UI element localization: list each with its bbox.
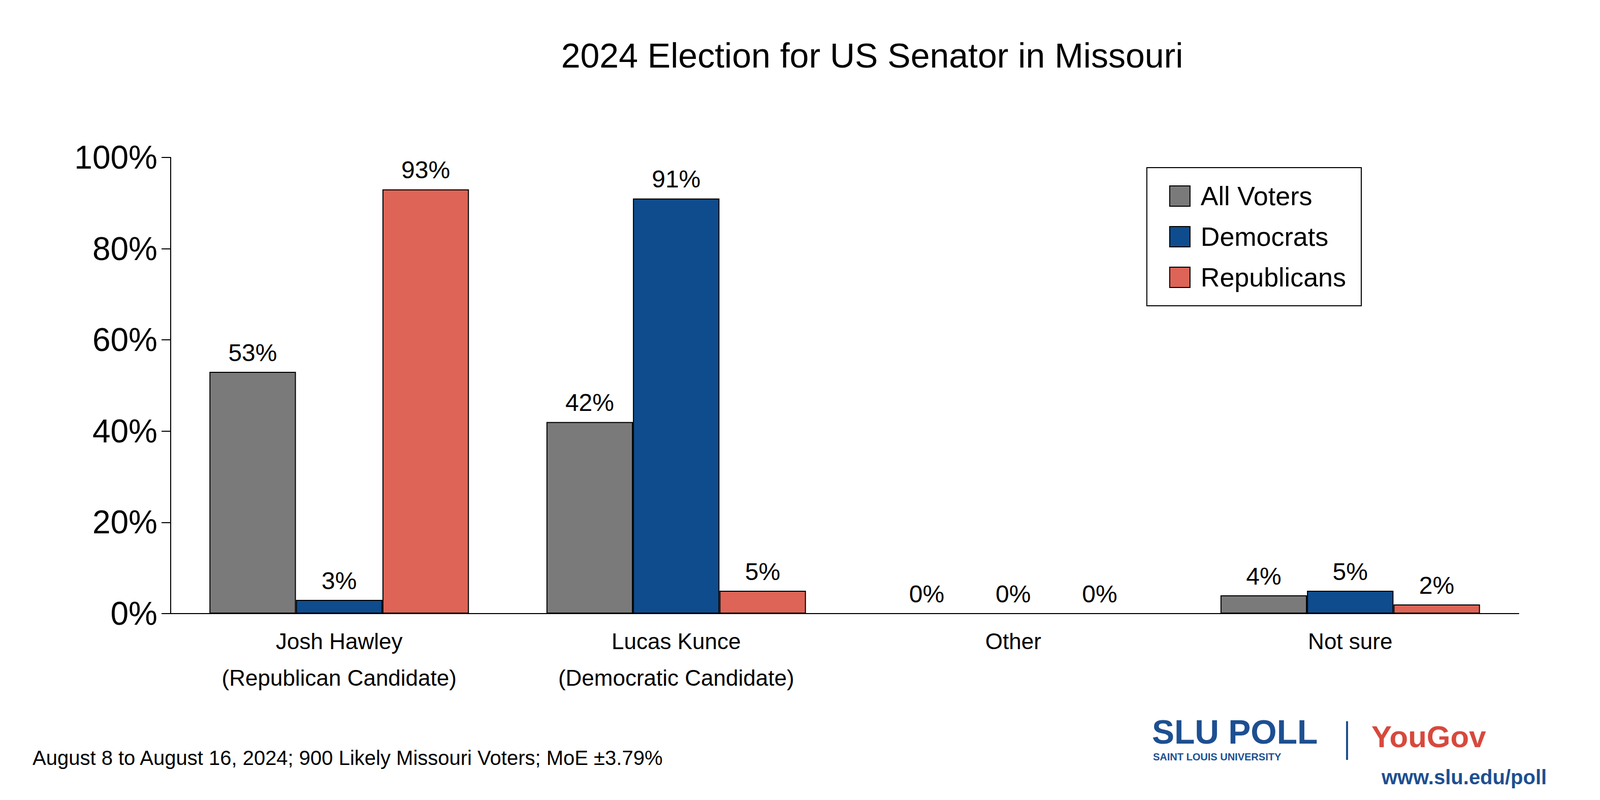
svg-text:Democrats: Democrats [1200,221,1329,252]
svg-text:93%: 93% [401,156,451,184]
svg-text:0%: 0% [1081,580,1117,608]
svg-text:91%: 91% [651,165,701,193]
svg-text:YouGov: YouGov [1371,719,1487,754]
svg-text:0%: 0% [110,595,158,632]
svg-text:60%: 60% [92,321,158,359]
svg-text:42%: 42% [565,389,615,416]
svg-text:0%: 0% [995,580,1031,608]
svg-text:Lucas Kunce: Lucas Kunce [611,628,741,654]
svg-text:100%: 100% [74,139,158,176]
svg-text:2024 Election for US Senator i: 2024 Election for US Senator in Missouri [561,36,1184,75]
svg-text:August 8 to August 16, 2024; 9: August 8 to August 16, 2024; 900 Likely … [32,746,663,770]
svg-text:SLU POLL: SLU POLL [1152,713,1318,751]
svg-text:(Republican Candidate): (Republican Candidate) [221,665,457,691]
svg-text:Republicans: Republicans [1200,262,1347,293]
svg-text:5%: 5% [1332,558,1368,586]
svg-text:20%: 20% [92,503,158,541]
svg-text:All Voters: All Voters [1200,181,1313,211]
svg-text:3%: 3% [321,567,357,595]
svg-text:5%: 5% [745,558,781,586]
svg-text:2%: 2% [1419,571,1455,599]
svg-text:SAINT LOUIS UNIVERSITY: SAINT LOUIS UNIVERSITY [1153,751,1282,763]
svg-text:40%: 40% [92,412,158,450]
svg-text:www.slu.edu/poll: www.slu.edu/poll [1381,765,1547,789]
svg-text:80%: 80% [92,230,158,268]
svg-text:Josh Hawley: Josh Hawley [275,628,403,654]
svg-text:4%: 4% [1245,562,1282,590]
svg-text:Other: Other [985,628,1042,654]
svg-text:(Democratic Candidate): (Democratic Candidate) [558,665,795,691]
svg-text:53%: 53% [228,339,277,367]
svg-text:Not sure: Not sure [1307,628,1393,654]
svg-text:0%: 0% [909,580,945,608]
